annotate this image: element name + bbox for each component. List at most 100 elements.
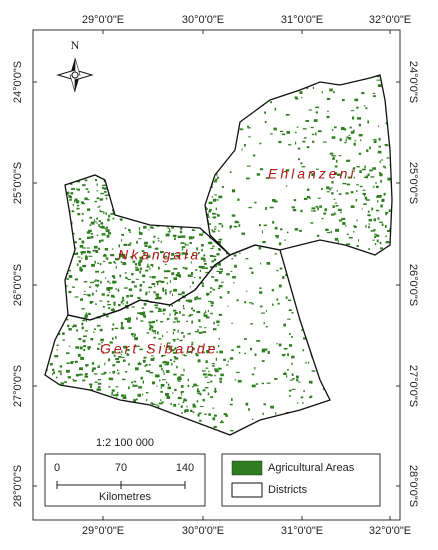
vegetation-speck [382, 165, 386, 168]
vegetation-speck [204, 376, 208, 378]
vegetation-speck [183, 335, 185, 338]
vegetation-speck [265, 348, 268, 351]
vegetation-speck [140, 320, 144, 322]
vegetation-speck [353, 167, 356, 170]
vegetation-speck [106, 234, 110, 238]
vegetation-speck [262, 241, 266, 244]
vegetation-speck [261, 360, 265, 362]
vegetation-speck [132, 335, 136, 337]
vegetation-speck [176, 319, 178, 322]
vegetation-speck [160, 390, 163, 393]
vegetation-speck [163, 270, 168, 273]
vegetation-speck [87, 346, 91, 349]
vegetation-speck [317, 130, 322, 133]
vegetation-speck [149, 226, 154, 229]
vegetation-speck [111, 337, 114, 340]
vegetation-speck [181, 291, 185, 295]
vegetation-speck [105, 197, 108, 200]
vegetation-speck [158, 308, 162, 311]
vegetation-speck [281, 353, 286, 356]
vegetation-speck [142, 281, 145, 283]
vegetation-speck [249, 302, 253, 304]
vegetation-speck [189, 286, 192, 288]
vegetation-speck [144, 269, 149, 272]
vegetation-speck [108, 358, 111, 362]
vegetation-speck [84, 314, 89, 318]
vegetation-speck [192, 309, 195, 312]
vegetation-speck [86, 364, 88, 368]
vegetation-speck [312, 210, 316, 212]
vegetation-speck [207, 346, 211, 348]
vegetation-speck [166, 318, 169, 321]
vegetation-speck [121, 299, 125, 302]
north-label: N [71, 38, 80, 52]
vegetation-speck [262, 412, 264, 416]
vegetation-speck [87, 190, 90, 193]
vegetation-speck [218, 367, 222, 370]
vegetation-speck [374, 235, 376, 239]
vegetation-speck [377, 84, 382, 87]
vegetation-speck [244, 352, 246, 355]
vegetation-speck [383, 192, 386, 196]
vegetation-speck [227, 305, 229, 307]
vegetation-speck [372, 167, 377, 170]
vegetation-speck [87, 236, 91, 239]
vegetation-speck [261, 312, 265, 314]
vegetation-speck [211, 195, 213, 198]
vegetation-speck [125, 276, 128, 279]
vegetation-speck [91, 362, 95, 365]
vegetation-speck [89, 300, 94, 303]
vegetation-speck [311, 140, 315, 143]
vegetation-speck [324, 208, 328, 212]
vegetation-speck [335, 228, 340, 232]
vegetation-speck [230, 270, 233, 273]
vegetation-speck [83, 290, 86, 292]
vegetation-speck [181, 235, 186, 238]
vegetation-speck [338, 208, 342, 212]
vegetation-speck [155, 374, 160, 378]
longitude-label: 32°0'0"E [369, 525, 411, 537]
vegetation-speck [163, 372, 165, 375]
vegetation-speck [271, 289, 275, 292]
vegetation-speck [166, 331, 168, 333]
vegetation-speck [190, 299, 193, 303]
vegetation-speck [184, 409, 186, 413]
vegetation-speck [185, 409, 189, 412]
vegetation-speck [173, 309, 177, 312]
vegetation-speck [276, 237, 279, 239]
vegetation-speck [230, 398, 233, 401]
vegetation-speck [66, 191, 70, 195]
vegetation-speck [323, 212, 327, 215]
vegetation-speck [270, 101, 273, 104]
vegetation-speck [151, 355, 154, 357]
vegetation-speck [188, 315, 190, 317]
vegetation-speck [218, 313, 223, 316]
vegetation-speck [188, 299, 192, 302]
vegetation-speck [243, 338, 247, 340]
vegetation-speck [331, 181, 334, 184]
vegetation-speck [131, 306, 135, 308]
vegetation-speck [158, 280, 162, 283]
vegetation-speck [305, 361, 307, 364]
vegetation-speck [332, 155, 337, 157]
district-label: Gert Sibande [100, 341, 219, 357]
vegetation-speck [310, 171, 312, 174]
vegetation-speck [258, 246, 262, 250]
vegetation-speck [128, 327, 132, 329]
vegetation-speck [357, 117, 362, 120]
vegetation-speck [121, 324, 123, 326]
scale-box [44, 453, 206, 507]
legend-label: Districts [268, 484, 308, 496]
vegetation-speck [283, 372, 287, 375]
longitude-label: 30°0'0"E [182, 14, 224, 26]
vegetation-speck [217, 176, 220, 179]
vegetation-speck [139, 259, 143, 263]
vegetation-speck [124, 272, 127, 274]
vegetation-speck [145, 299, 149, 301]
vegetation-speck [70, 183, 73, 185]
vegetation-speck [202, 373, 207, 376]
vegetation-speck [111, 389, 115, 392]
vegetation-speck [142, 274, 146, 278]
vegetation-speck [85, 319, 88, 322]
vegetation-speck [259, 168, 264, 171]
